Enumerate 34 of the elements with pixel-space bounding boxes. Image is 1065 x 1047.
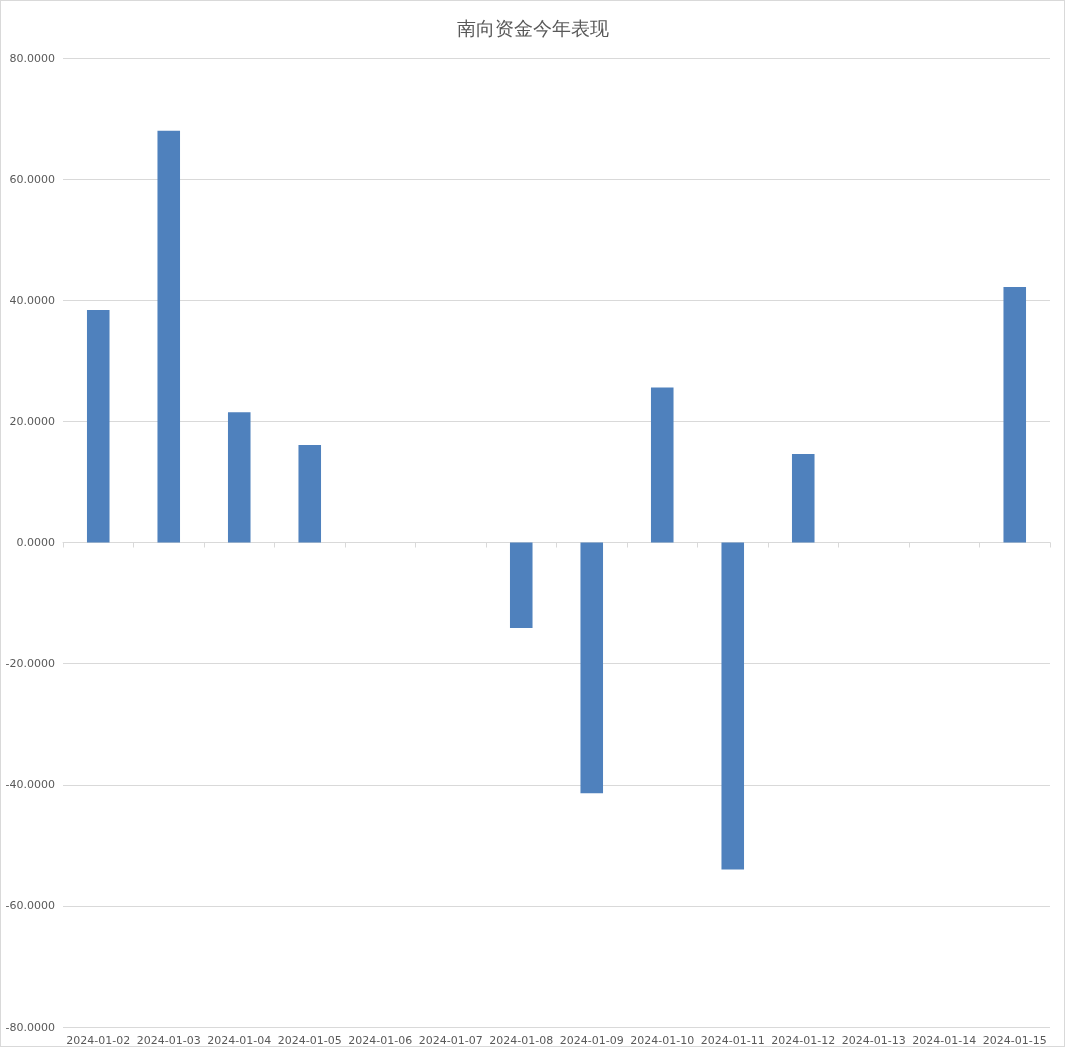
x-tick-label: 2024-01-12 <box>771 1034 836 1047</box>
bar <box>580 542 604 794</box>
x-tick-label: 2024-01-15 <box>982 1034 1047 1047</box>
y-tick-label: 80.0000 <box>9 51 55 65</box>
bar <box>721 542 745 870</box>
bar <box>298 444 322 543</box>
y-tick-label: 60.0000 <box>9 172 55 186</box>
x-tick-label: 2024-01-08 <box>489 1034 554 1047</box>
y-tick-label: -80.0000 <box>5 1020 55 1034</box>
bar <box>227 412 251 543</box>
x-tick-label: 2024-01-11 <box>700 1034 765 1047</box>
y-tick-label: -20.0000 <box>5 657 55 671</box>
x-tick-label: 2024-01-04 <box>207 1034 272 1047</box>
y-tick-label: 0.0000 <box>16 536 55 549</box>
bar <box>1003 286 1027 543</box>
x-tick-label: 2024-01-03 <box>136 1034 201 1047</box>
chart-title: 南向资金今年表现 <box>456 16 609 39</box>
x-tick-label: 2024-01-07 <box>418 1034 483 1047</box>
y-tick-label: 40.0000 <box>9 293 55 307</box>
bar <box>157 130 181 543</box>
y-tick-label: -40.0000 <box>5 778 55 792</box>
bar <box>509 542 533 628</box>
y-tick-label: 20.0000 <box>9 414 55 428</box>
y-tick-label: -60.0000 <box>5 899 55 913</box>
x-tick-label: 2024-01-06 <box>348 1034 413 1047</box>
x-tick-label: 2024-01-10 <box>630 1034 695 1047</box>
bar <box>791 454 815 543</box>
x-tick-label: 2024-01-14 <box>912 1034 977 1047</box>
x-tick-label: 2024-01-05 <box>277 1034 342 1047</box>
x-tick-label: 2024-01-13 <box>841 1034 906 1047</box>
bar <box>86 309 110 543</box>
x-tick-label: 2024-01-09 <box>559 1034 624 1047</box>
bar <box>650 387 674 543</box>
x-tick-label: 2024-01-02 <box>66 1034 131 1047</box>
